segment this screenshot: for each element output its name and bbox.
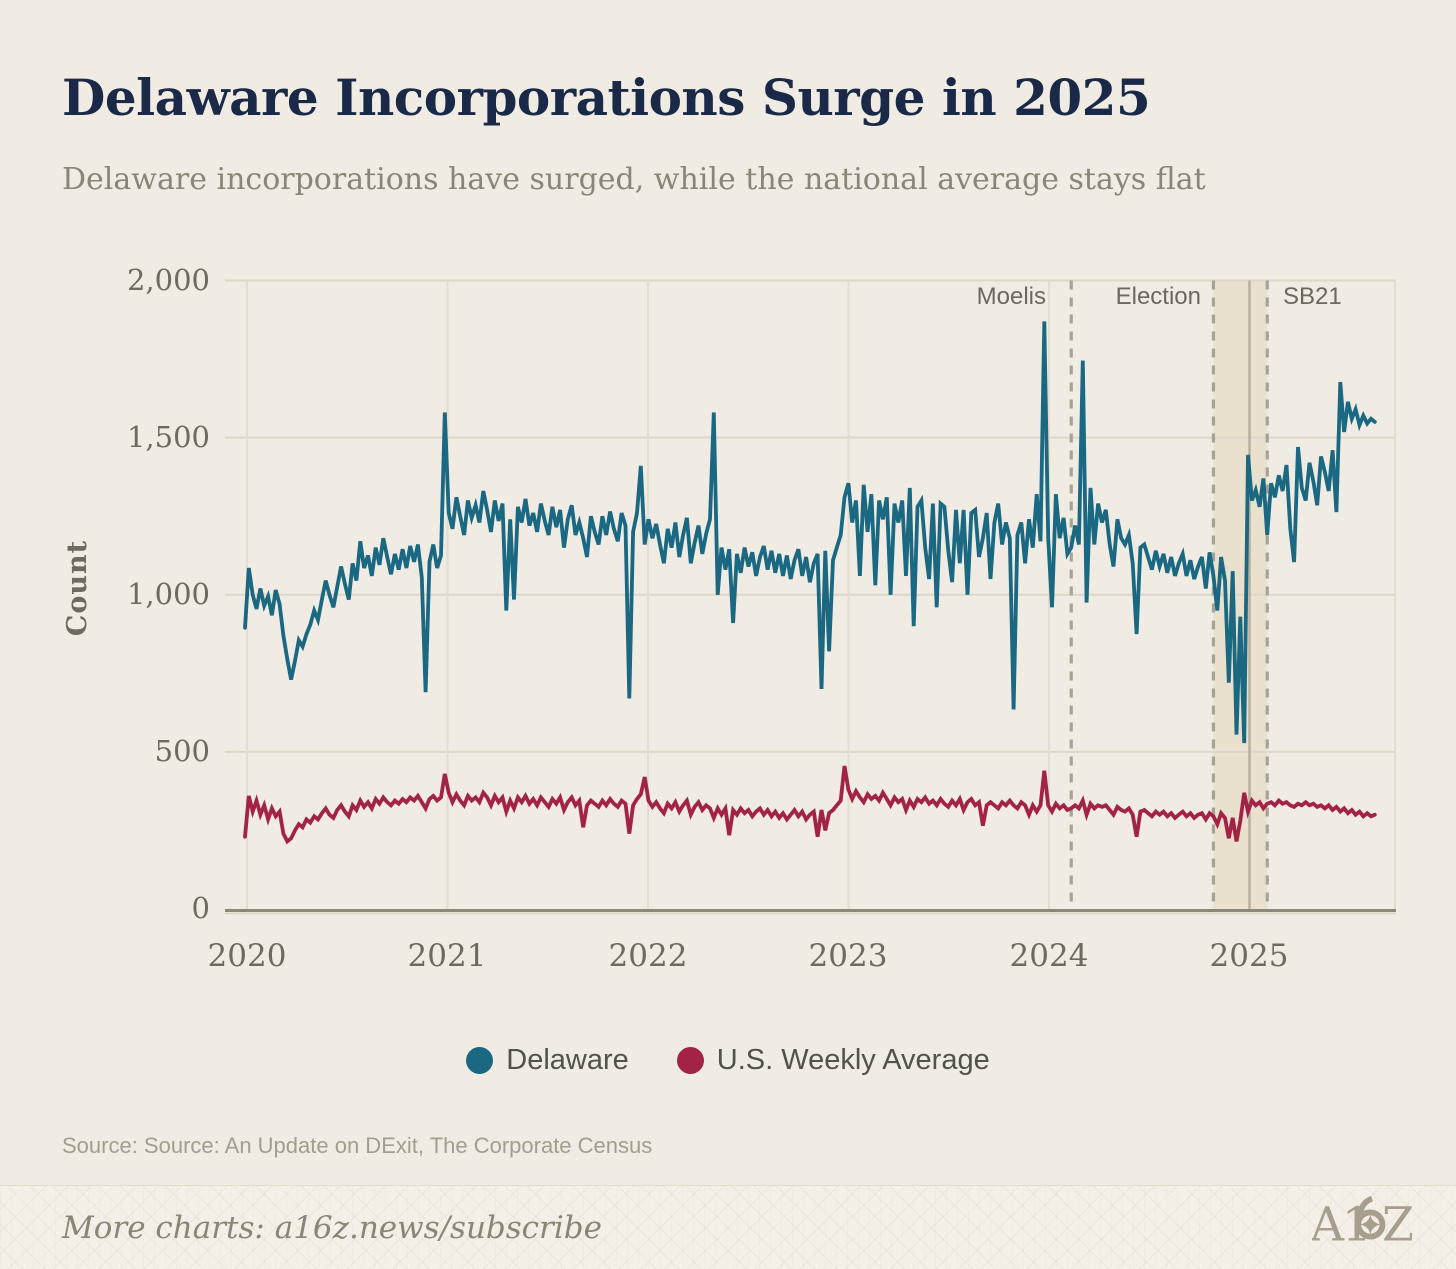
y-tick-label: 500	[154, 734, 210, 768]
x-tick-label: 2025	[1209, 938, 1289, 974]
annotation-moelis: Moelis	[976, 283, 1046, 310]
x-tick-label: 2021	[407, 938, 487, 974]
page-title: Delaware Incorporations Surge in 2025	[62, 68, 1151, 127]
y-tick-label: 2,000	[126, 263, 210, 297]
subscribe-text: More charts: a16z.news/subscribe	[62, 1210, 602, 1246]
chart-legend: Delaware U.S. Weekly Average	[0, 1038, 1456, 1082]
us-average-series-dot	[676, 1046, 704, 1074]
y-tick-label: 1,000	[126, 577, 210, 611]
page-subtitle: Delaware incorporations have surged, whi…	[62, 162, 1206, 197]
x-tick-label: 2024	[1009, 938, 1089, 974]
logo-star-icon	[1360, 1214, 1381, 1235]
logo-letter-a: A	[1312, 1198, 1345, 1250]
annotation-sb21: SB21	[1283, 283, 1342, 310]
x-tick-label: 2020	[207, 938, 287, 974]
y-tick-label: 0	[191, 891, 210, 925]
legend-item-us-average: U.S. Weekly Average	[676, 1043, 990, 1077]
footer-band: More charts: a16z.news/subscribe A 1 Z	[0, 1185, 1456, 1269]
delaware-series-dot	[466, 1046, 494, 1074]
a16z-logo: A 1 Z	[1312, 1195, 1412, 1250]
y-tick-label: 1,500	[126, 420, 210, 454]
source-note: Source: Source: An Update on DExit, The …	[62, 1133, 653, 1158]
x-tick-label: 2022	[608, 938, 688, 974]
legend-label: Delaware	[506, 1043, 629, 1076]
legend-label: U.S. Weekly Average	[716, 1043, 990, 1076]
x-tick-label: 2023	[808, 938, 888, 974]
logo-letter-z: Z	[1382, 1198, 1412, 1250]
annotation-election: Election	[1115, 283, 1201, 310]
logo-6-ring	[1355, 1209, 1386, 1240]
legend-item-delaware: Delaware	[466, 1044, 629, 1077]
